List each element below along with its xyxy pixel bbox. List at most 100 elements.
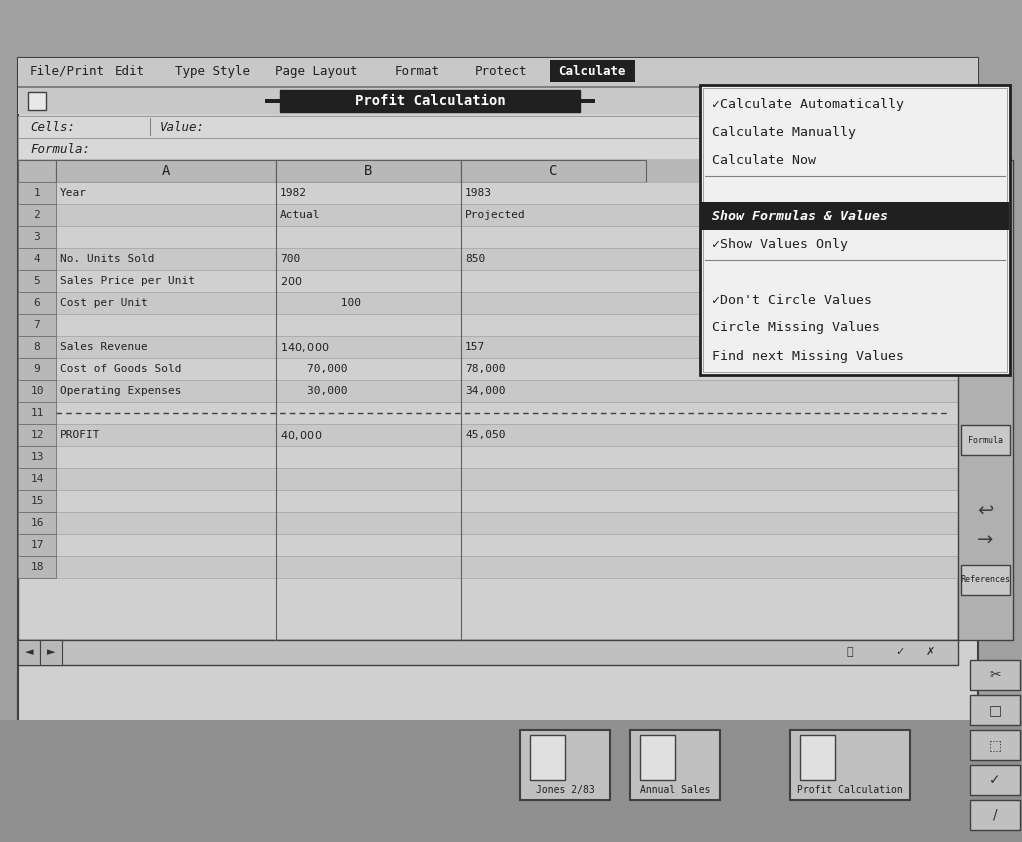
Bar xyxy=(18,402,958,424)
Bar xyxy=(18,358,56,380)
Bar xyxy=(276,160,461,182)
Bar xyxy=(640,735,675,780)
Bar xyxy=(970,730,1020,760)
Text: ✓Show Values Only: ✓Show Values Only xyxy=(712,237,848,251)
Text: 1983: 1983 xyxy=(465,188,492,198)
Bar xyxy=(461,160,646,182)
Bar xyxy=(18,446,958,468)
Bar xyxy=(790,730,910,800)
Bar xyxy=(800,735,835,780)
Bar xyxy=(18,534,958,556)
Text: ✓Don't Circle Values: ✓Don't Circle Values xyxy=(712,294,872,306)
Bar xyxy=(520,730,610,800)
Text: Calculate Now: Calculate Now xyxy=(712,153,816,167)
Text: Calculate Manually: Calculate Manually xyxy=(712,125,856,138)
Text: ✓: ✓ xyxy=(989,773,1001,787)
Bar xyxy=(18,116,978,138)
Text: 34,000: 34,000 xyxy=(465,386,506,396)
Text: /: / xyxy=(992,808,997,822)
Text: 8: 8 xyxy=(34,342,41,352)
Text: Type Style: Type Style xyxy=(175,65,250,77)
Bar xyxy=(18,160,56,182)
Text: 13: 13 xyxy=(31,452,44,462)
Bar xyxy=(700,85,1010,375)
Bar xyxy=(18,270,958,292)
Text: References: References xyxy=(961,575,1011,584)
Bar xyxy=(18,182,958,204)
Text: 18: 18 xyxy=(31,562,44,572)
Text: 1: 1 xyxy=(34,188,41,198)
Bar xyxy=(18,292,958,314)
Bar xyxy=(18,640,40,665)
Text: 🗎: 🗎 xyxy=(846,647,853,657)
Bar xyxy=(18,468,56,490)
Bar xyxy=(18,336,958,358)
Bar xyxy=(18,88,978,114)
Text: A: A xyxy=(161,164,171,178)
Text: Formula:: Formula: xyxy=(30,142,90,156)
Bar xyxy=(580,99,595,103)
Bar xyxy=(18,556,56,578)
Text: Annual Sales: Annual Sales xyxy=(640,785,710,795)
Text: No. Units Sold: No. Units Sold xyxy=(60,254,154,264)
Bar xyxy=(18,58,978,728)
Bar xyxy=(18,226,56,248)
Text: Cost per Unit: Cost per Unit xyxy=(60,298,148,308)
Text: Protect: Protect xyxy=(475,65,527,77)
Bar xyxy=(18,424,958,446)
Bar xyxy=(18,160,958,182)
Text: 70,000: 70,000 xyxy=(280,364,347,374)
Text: Sales Revenue: Sales Revenue xyxy=(60,342,148,352)
Bar xyxy=(18,402,56,424)
Text: 15: 15 xyxy=(31,496,44,506)
Text: Value:: Value: xyxy=(160,120,205,134)
Text: Show Formulas & Values: Show Formulas & Values xyxy=(712,210,888,222)
Text: 850: 850 xyxy=(465,254,485,264)
Bar xyxy=(550,60,635,82)
Bar xyxy=(970,695,1020,725)
Text: 2: 2 xyxy=(34,210,41,220)
Bar xyxy=(18,640,958,665)
Bar xyxy=(0,720,1022,842)
Text: $    40,000  $: $ 40,000 $ xyxy=(280,429,322,441)
Text: 6: 6 xyxy=(34,298,41,308)
Bar xyxy=(703,88,1007,372)
Bar xyxy=(28,92,46,110)
Bar xyxy=(18,138,978,160)
Bar xyxy=(18,380,56,402)
Bar xyxy=(701,202,1009,230)
Text: 3: 3 xyxy=(34,232,41,242)
Bar xyxy=(961,425,1010,455)
Bar xyxy=(18,204,56,226)
Bar xyxy=(970,765,1020,795)
Text: →: → xyxy=(977,530,993,550)
Bar xyxy=(18,86,978,88)
Text: Year: Year xyxy=(60,188,87,198)
Text: 100: 100 xyxy=(280,298,361,308)
Text: 45,050: 45,050 xyxy=(465,430,506,440)
Text: File/Print: File/Print xyxy=(30,65,105,77)
Text: 11: 11 xyxy=(31,408,44,418)
Bar xyxy=(18,314,958,336)
Text: PROFIT: PROFIT xyxy=(60,430,100,440)
Text: Profit Calculation: Profit Calculation xyxy=(797,785,902,795)
Bar xyxy=(18,468,958,490)
Bar xyxy=(18,160,958,640)
Text: Profit Calculation: Profit Calculation xyxy=(355,94,505,108)
Bar xyxy=(18,512,958,534)
Bar xyxy=(18,248,958,270)
Text: 16: 16 xyxy=(31,518,44,528)
Text: Find next Missing Values: Find next Missing Values xyxy=(712,349,904,363)
Text: ✗: ✗ xyxy=(925,647,935,657)
Bar xyxy=(18,204,958,226)
Bar xyxy=(18,58,978,86)
Bar xyxy=(18,556,958,578)
Bar xyxy=(18,270,56,292)
Bar xyxy=(18,138,978,160)
Bar xyxy=(958,160,1013,640)
Bar xyxy=(265,99,280,103)
Text: 10: 10 xyxy=(31,386,44,396)
Text: Jones 2/83: Jones 2/83 xyxy=(536,785,595,795)
Text: Formula: Formula xyxy=(968,435,1003,445)
Text: Operating Expenses: Operating Expenses xyxy=(60,386,182,396)
